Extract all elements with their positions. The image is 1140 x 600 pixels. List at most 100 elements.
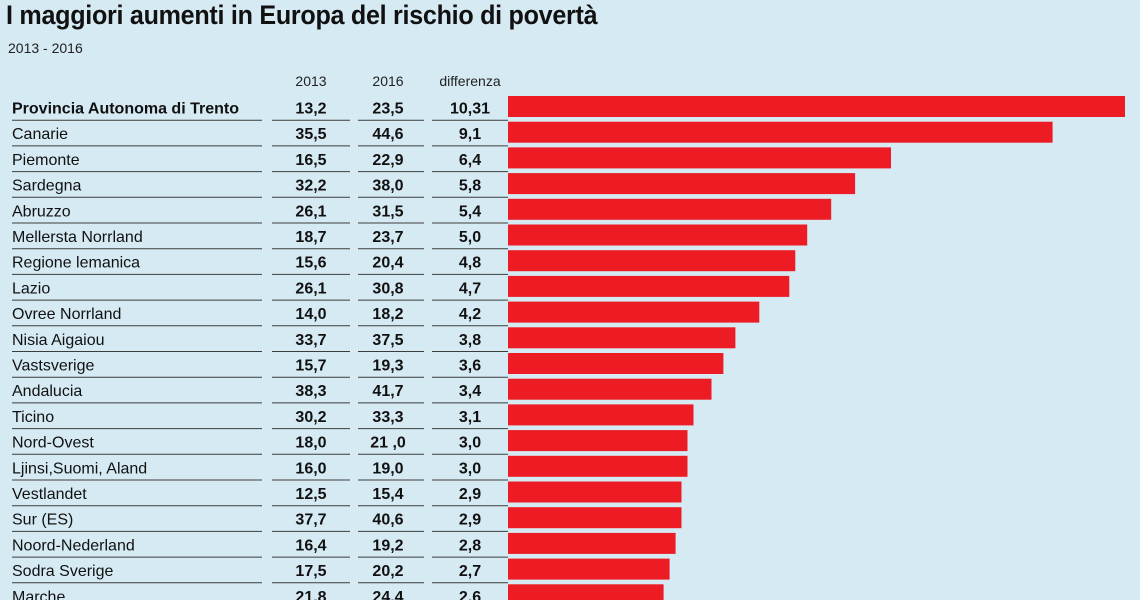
- row-label: Nisia Aigaiou: [12, 332, 105, 349]
- bar: [508, 224, 808, 246]
- value-differenza: 3,0: [459, 435, 481, 452]
- value-differenza: 5,0: [459, 229, 481, 246]
- value-2013: 16,0: [295, 460, 326, 477]
- value-2013: 32,2: [295, 178, 326, 195]
- bar: [508, 507, 682, 529]
- value-2013: 26,1: [295, 203, 326, 220]
- bar: [508, 455, 688, 477]
- value-differenza: 3,6: [459, 358, 481, 375]
- column-header-2013: 2013: [295, 73, 327, 89]
- value-differenza: 9,1: [459, 126, 481, 143]
- row-label: Regione lemanica: [12, 255, 140, 272]
- value-2013: 35,5: [295, 126, 326, 143]
- value-2016: 37,5: [372, 332, 403, 349]
- bar: [508, 301, 760, 323]
- value-2016: 18,2: [372, 306, 403, 323]
- value-2013: 26,1: [295, 280, 326, 297]
- value-differenza: 2,6: [459, 589, 481, 600]
- bar: [508, 378, 712, 400]
- value-2016: 31,5: [372, 203, 403, 220]
- value-2016: 24,4: [372, 589, 403, 600]
- value-2016: 15,4: [372, 486, 403, 503]
- bar: [508, 147, 891, 169]
- row-label: Vestlandet: [12, 486, 87, 503]
- value-differenza: 3,4: [459, 383, 481, 400]
- row-label: Ljinsi,Suomi, Aland: [12, 460, 147, 477]
- value-differenza: 3,0: [459, 460, 481, 477]
- value-differenza: 2,8: [459, 537, 481, 554]
- value-2013: 14,0: [295, 306, 326, 323]
- row-label: Marche: [12, 589, 65, 600]
- value-2013: 18,0: [295, 435, 326, 452]
- value-differenza: 10,31: [450, 101, 490, 118]
- value-2016: 19,2: [372, 537, 403, 554]
- bar: [508, 173, 856, 195]
- row-label: Vastsverige: [12, 358, 95, 375]
- value-2013: 37,7: [295, 512, 326, 529]
- row-label: Piemonte: [12, 152, 80, 169]
- bar: [508, 532, 676, 554]
- row-label: Mellersta Norrland: [12, 229, 143, 246]
- row-label: Sodra Sverige: [12, 563, 113, 580]
- bar: [508, 275, 790, 297]
- value-2013: 16,5: [295, 152, 326, 169]
- row-label: Nord-Ovest: [12, 435, 94, 452]
- row-label: Sardegna: [12, 178, 81, 195]
- value-2013: 16,4: [295, 537, 326, 554]
- bar: [508, 96, 1125, 117]
- value-2016: 19,0: [372, 460, 403, 477]
- row-label: Andalucia: [12, 383, 82, 400]
- value-2016: 40,6: [372, 512, 403, 529]
- value-differenza: 2,7: [459, 563, 481, 580]
- value-2013: 12,5: [295, 486, 326, 503]
- value-2016: 19,3: [372, 358, 403, 375]
- value-differenza: 3,1: [459, 409, 481, 426]
- value-2016: 20,4: [372, 255, 403, 272]
- value-2016: 41,7: [372, 383, 403, 400]
- value-2016: 44,6: [372, 126, 403, 143]
- value-differenza: 3,8: [459, 332, 481, 349]
- value-2016: 23,7: [372, 229, 403, 246]
- bar: [508, 250, 796, 272]
- value-2016: 30,8: [372, 280, 403, 297]
- row-label: Ovree Norrland: [12, 306, 121, 323]
- bar: [508, 558, 670, 580]
- value-differenza: 2,9: [459, 486, 481, 503]
- value-differenza: 4,8: [459, 255, 481, 272]
- row-label: Ticino: [12, 409, 54, 426]
- row-label: Sur (ES): [12, 512, 73, 529]
- value-differenza: 5,8: [459, 178, 481, 195]
- row-label: Provincia Autonoma di Trento: [12, 101, 239, 118]
- value-2016: 22,9: [372, 152, 403, 169]
- bar: [508, 481, 682, 503]
- value-2016: 33,3: [372, 409, 403, 426]
- bar: [508, 327, 736, 349]
- value-differenza: 6,4: [459, 152, 481, 169]
- bar: [508, 353, 724, 374]
- value-2013: 15,6: [295, 255, 326, 272]
- value-2016: 21 ,0: [370, 435, 406, 452]
- value-2013: 18,7: [295, 229, 326, 246]
- value-2013: 13,2: [295, 101, 326, 118]
- value-2013: 30,2: [295, 409, 326, 426]
- value-2016: 38,0: [372, 178, 403, 195]
- value-2013: 33,7: [295, 332, 326, 349]
- chart-subtitle: 2013 - 2016: [8, 40, 83, 56]
- bar: [508, 404, 694, 426]
- value-2013: 21,8: [295, 589, 326, 600]
- value-differenza: 4,7: [459, 280, 481, 297]
- bar: [508, 430, 688, 452]
- value-2013: 38,3: [295, 383, 326, 400]
- bar: [508, 584, 664, 600]
- value-2016: 23,5: [372, 101, 403, 118]
- row-label: Lazio: [12, 280, 50, 297]
- value-2013: 15,7: [295, 358, 326, 375]
- row-label: Noord-Nederland: [12, 537, 135, 554]
- value-2016: 20,2: [372, 563, 403, 580]
- row-label: Abruzzo: [12, 203, 71, 220]
- value-2013: 17,5: [295, 563, 326, 580]
- chart-title: I maggiori aumenti in Europa del rischio…: [6, 0, 598, 30]
- bar: [508, 198, 832, 220]
